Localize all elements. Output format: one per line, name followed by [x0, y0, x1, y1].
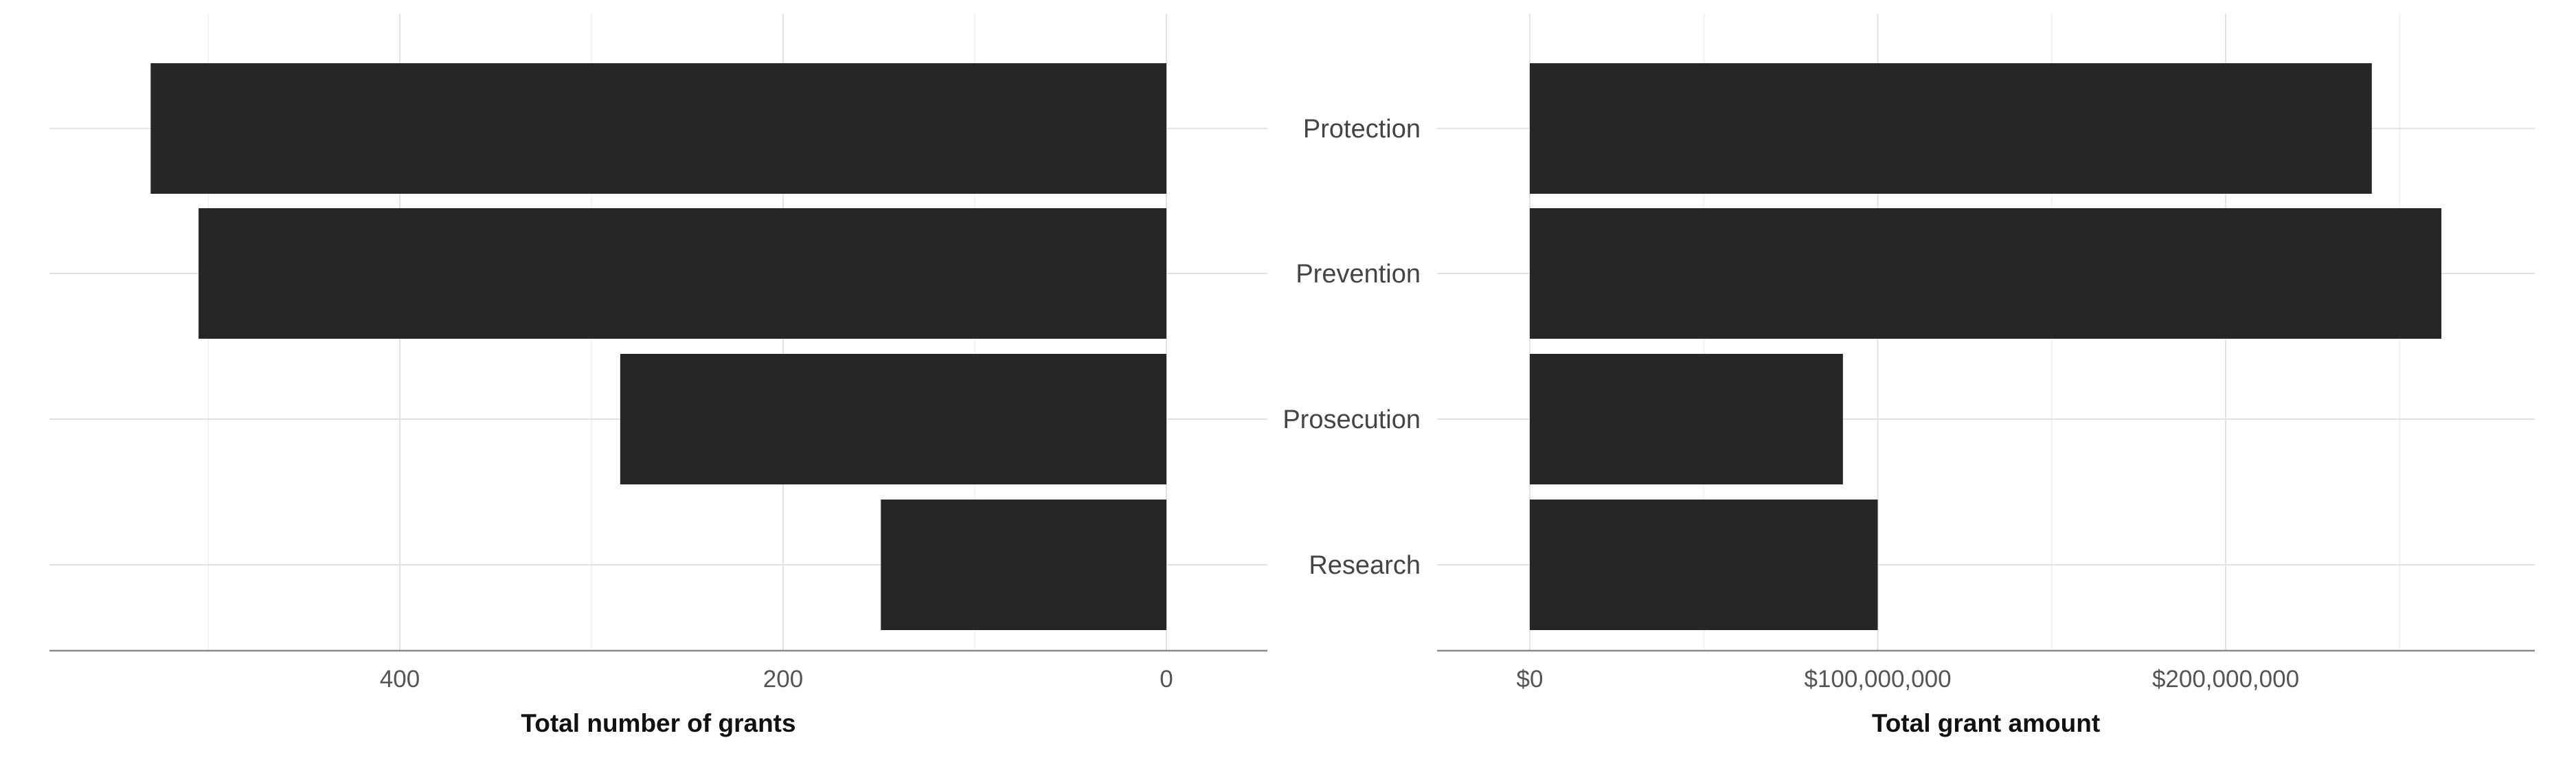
count-tick-label: 0: [1160, 666, 1173, 693]
category-label-protection: Protection: [1303, 115, 1421, 144]
left-panel-grant-count: 0 200 400 Total number of grants: [49, 14, 1267, 737]
amount-bar-research: [1530, 500, 1878, 630]
amount-bar-prosecution: [1530, 354, 1843, 484]
amount-bar-prevention: [1530, 208, 2442, 339]
right-panel-grant-amount: $0 $100,000,000 $200,000,000 Total grant am…: [1437, 14, 2535, 737]
category-label-research: Research: [1309, 551, 1421, 580]
count-bar-prosecution: [620, 354, 1166, 484]
amount-x-axis-title: Total grant amount: [1872, 709, 2100, 737]
count-bar-prevention: [199, 208, 1166, 339]
amount-tick-label: $200,000,000: [2152, 666, 2299, 693]
category-label-prevention: Prevention: [1296, 260, 1421, 289]
count-tick-label: 200: [763, 666, 803, 693]
amount-bar-protection: [1530, 63, 2372, 194]
count-x-axis-title: Total number of grants: [521, 709, 795, 737]
amount-tick-label: $100,000,000: [1804, 666, 1951, 693]
count-bar-protection: [150, 63, 1166, 194]
count-bar-research: [881, 500, 1166, 630]
category-label-prosecution: Prosecution: [1283, 405, 1421, 434]
amount-tick-label: $0: [1517, 666, 1544, 693]
category-labels: Protection Prevention Prosecution Research: [1283, 115, 1421, 580]
count-tick-label: 400: [380, 666, 420, 693]
